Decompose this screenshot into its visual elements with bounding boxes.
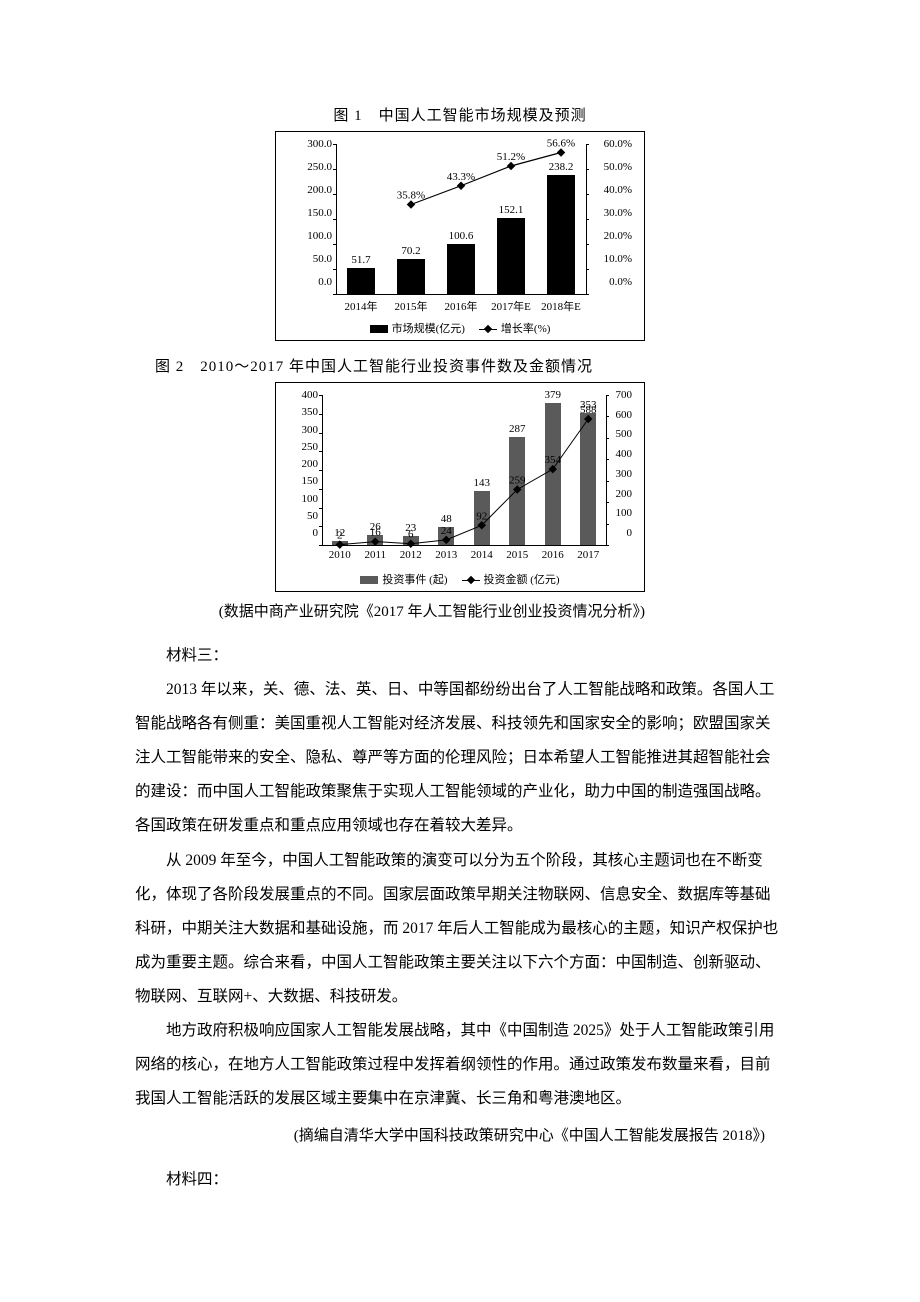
svg-text:16: 16 [370,527,382,539]
svg-text:2: 2 [337,530,343,542]
y-right-tick: 40.0% [584,184,632,196]
para-3: 地方政府积极响应国家人工智能发展战略，其中《中国制造 2025》处于人工智能政策… [135,1014,785,1116]
legend: 投资事件 (起)投资金额 (亿元) [276,571,644,587]
y-left-tick: 300 [288,424,318,436]
y-right-tick: 20.0% [584,230,632,242]
line-series: 2 16 6 24 92 259 354 588 [322,395,606,545]
x-tick: 2016年 [436,298,486,314]
y-left-tick: 50.0 [288,253,332,265]
y-left-tick: 0 [288,527,318,539]
svg-text:259: 259 [509,475,526,487]
x-tick: 2012 [393,549,429,561]
y-left-tick: 400 [288,389,318,401]
svg-text:24: 24 [441,525,453,537]
x-tick: 2014 [464,549,500,561]
y-right-tick: 30.0% [584,207,632,219]
x-tick: 2015年 [386,298,436,314]
y-right-tick: 600 [604,409,632,421]
y-left-tick: 150.0 [288,207,332,219]
y-right-tick: 200 [604,488,632,500]
y-left-tick: 350 [288,406,318,418]
y-right-tick: 0.0% [584,276,632,288]
x-tick: 2017年E [486,298,536,314]
y-left-tick: 200.0 [288,184,332,196]
svg-text:354: 354 [545,454,562,466]
y-right-tick: 0 [604,527,632,539]
svg-text:43.3%: 43.3% [447,171,475,183]
para-1: 2013 年以来，关、德、法、英、日、中等国都纷纷出台了人工智能战略和政策。各国… [135,673,785,843]
y-left-tick: 50 [288,510,318,522]
figure1-title: 图 1 中国人工智能市场规模及预测 [135,104,785,125]
y-left-tick: 250 [288,441,318,453]
y-left-tick: 100 [288,493,318,505]
figure1-chart: 300.0 250.0 200.0 150.0 100.0 50.0 0.0 60.0% 50.… [275,131,645,341]
x-tick: 2011 [358,549,394,561]
y-left-tick: 0.0 [288,276,332,288]
citation-2: (摘编自清华大学中国科技政策研究中心《中国人工智能发展报告 2018》) [135,1124,765,1145]
figure2-chart: 4003503002502001501005007006005004003002… [275,382,645,592]
x-tick: 2015 [500,549,536,561]
figure2-title: 图 2 2010～2017 年中国人工智能行业投资事件数及金额情况 [155,355,785,376]
legend: 市场规模(亿元)增长率(%) [276,320,644,336]
x-tick: 2017 [571,549,607,561]
line-series: 35.8%43.3%51.2%56.6% [336,144,586,294]
para-2: 从 2009 年至今，中国人工智能政策的演变可以分为五个阶段，其核心主题词也在不… [135,844,785,1014]
svg-text:6: 6 [408,529,414,541]
y-left-tick: 250.0 [288,161,332,173]
y-right-tick: 50.0% [584,161,632,173]
y-left-tick: 300.0 [288,138,332,150]
y-left-tick: 200 [288,458,318,470]
x-tick: 2010 [322,549,358,561]
svg-text:588: 588 [580,404,597,416]
y-left-tick: 150 [288,475,318,487]
x-tick: 2018年E [536,298,586,314]
y-right-tick: 10.0% [584,253,632,265]
y-left-tick: 100.0 [288,230,332,242]
svg-text:92: 92 [476,510,487,522]
svg-text:56.6%: 56.6% [547,138,575,150]
svg-text:35.8%: 35.8% [397,190,425,202]
x-tick: 2016 [535,549,571,561]
x-tick: 2013 [429,549,465,561]
y-right-tick: 300 [604,468,632,480]
svg-text:51.2%: 51.2% [497,151,525,163]
y-right-tick: 100 [604,507,632,519]
y-right-tick: 60.0% [584,138,632,150]
citation-1: (数据中商产业研究院《2017 年人工智能行业创业投资情况分析》) [135,600,645,621]
heading-material3: 材料三： [135,639,785,673]
x-tick: 2014年 [336,298,386,314]
heading-material4: 材料四： [135,1163,785,1197]
